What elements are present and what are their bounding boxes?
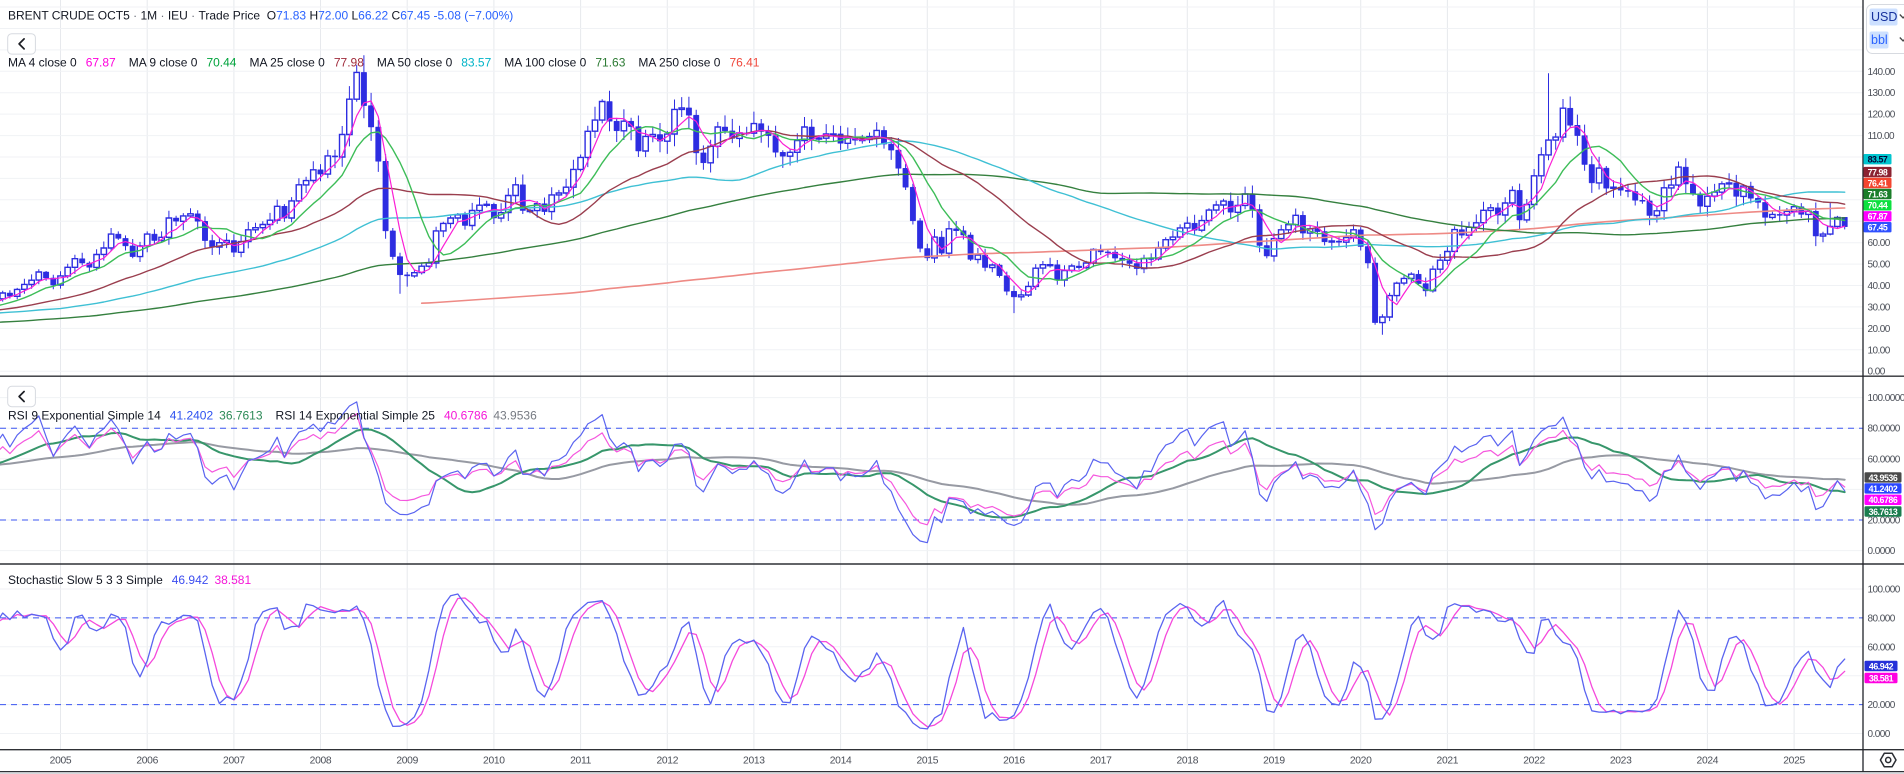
svg-text:2024: 2024: [1697, 756, 1719, 767]
svg-text:2005: 2005: [50, 756, 72, 767]
svg-text:140.00: 140.00: [1868, 67, 1896, 78]
svg-text:2020: 2020: [1350, 756, 1372, 767]
svg-text:20.000: 20.000: [1868, 700, 1896, 711]
svg-text:83.57: 83.57: [1868, 155, 1888, 165]
svg-text:2017: 2017: [1090, 756, 1112, 767]
svg-text:38.581: 38.581: [1869, 673, 1894, 683]
svg-text:110.00: 110.00: [1868, 131, 1896, 142]
svg-text:0.000: 0.000: [1868, 729, 1891, 740]
svg-text:2009: 2009: [396, 756, 418, 767]
svg-text:130.00: 130.00: [1868, 88, 1896, 99]
svg-text:2013: 2013: [743, 756, 765, 767]
svg-text:2023: 2023: [1610, 756, 1632, 767]
svg-text:USD: USD: [1871, 10, 1897, 24]
svg-text:70.44: 70.44: [1868, 201, 1888, 211]
svg-text:77.98: 77.98: [1868, 168, 1888, 178]
svg-text:43.9536: 43.9536: [1869, 473, 1898, 483]
svg-text:2014: 2014: [830, 756, 852, 767]
svg-text:100.000: 100.000: [1868, 585, 1901, 596]
svg-text:bbl: bbl: [1871, 33, 1888, 47]
svg-text:67.87: 67.87: [1868, 212, 1888, 222]
svg-text:40.6786: 40.6786: [1869, 495, 1898, 505]
svg-text:2018: 2018: [1176, 756, 1198, 767]
svg-text:2010: 2010: [483, 756, 505, 767]
svg-text:120.00: 120.00: [1868, 110, 1896, 121]
svg-text:2006: 2006: [136, 756, 158, 767]
svg-text:80.0000: 80.0000: [1868, 424, 1901, 435]
svg-text:2016: 2016: [1003, 756, 1025, 767]
svg-text:76.41: 76.41: [1868, 178, 1888, 188]
svg-text:46.942: 46.942: [1869, 661, 1894, 671]
svg-text:0.0000: 0.0000: [1868, 546, 1896, 557]
svg-text:60.000: 60.000: [1868, 642, 1896, 653]
svg-text:36.7613: 36.7613: [1869, 507, 1898, 517]
svg-text:20.00: 20.00: [1868, 324, 1891, 335]
svg-text:2007: 2007: [223, 756, 245, 767]
svg-text:BRENT CRUDE OCT5 · 1M · IEU ·: BRENT CRUDE OCT5 · 1M · IEU · Trade Pric…: [8, 9, 513, 23]
svg-text:40.00: 40.00: [1868, 281, 1891, 292]
svg-text:2008: 2008: [310, 756, 332, 767]
svg-text:2022: 2022: [1523, 756, 1545, 767]
svg-text:50.00: 50.00: [1868, 260, 1891, 271]
svg-text:2012: 2012: [656, 756, 678, 767]
svg-text:2011: 2011: [570, 756, 592, 767]
svg-text:2015: 2015: [916, 756, 938, 767]
svg-text:20.0000: 20.0000: [1868, 516, 1901, 527]
svg-text:60.0000: 60.0000: [1868, 454, 1901, 465]
svg-text:80.000: 80.000: [1868, 613, 1896, 624]
svg-text:30.00: 30.00: [1868, 302, 1891, 313]
svg-text:10.00: 10.00: [1868, 345, 1891, 356]
svg-text:2019: 2019: [1263, 756, 1285, 767]
svg-text:60.00: 60.00: [1868, 238, 1891, 249]
svg-text:0.00: 0.00: [1868, 367, 1886, 378]
svg-text:2025: 2025: [1783, 756, 1805, 767]
svg-text:100.0000: 100.0000: [1868, 393, 1904, 404]
svg-text:41.2402: 41.2402: [1869, 484, 1898, 494]
svg-text:67.45: 67.45: [1868, 223, 1888, 233]
svg-text:2021: 2021: [1437, 756, 1459, 767]
svg-text:71.63: 71.63: [1868, 189, 1888, 199]
